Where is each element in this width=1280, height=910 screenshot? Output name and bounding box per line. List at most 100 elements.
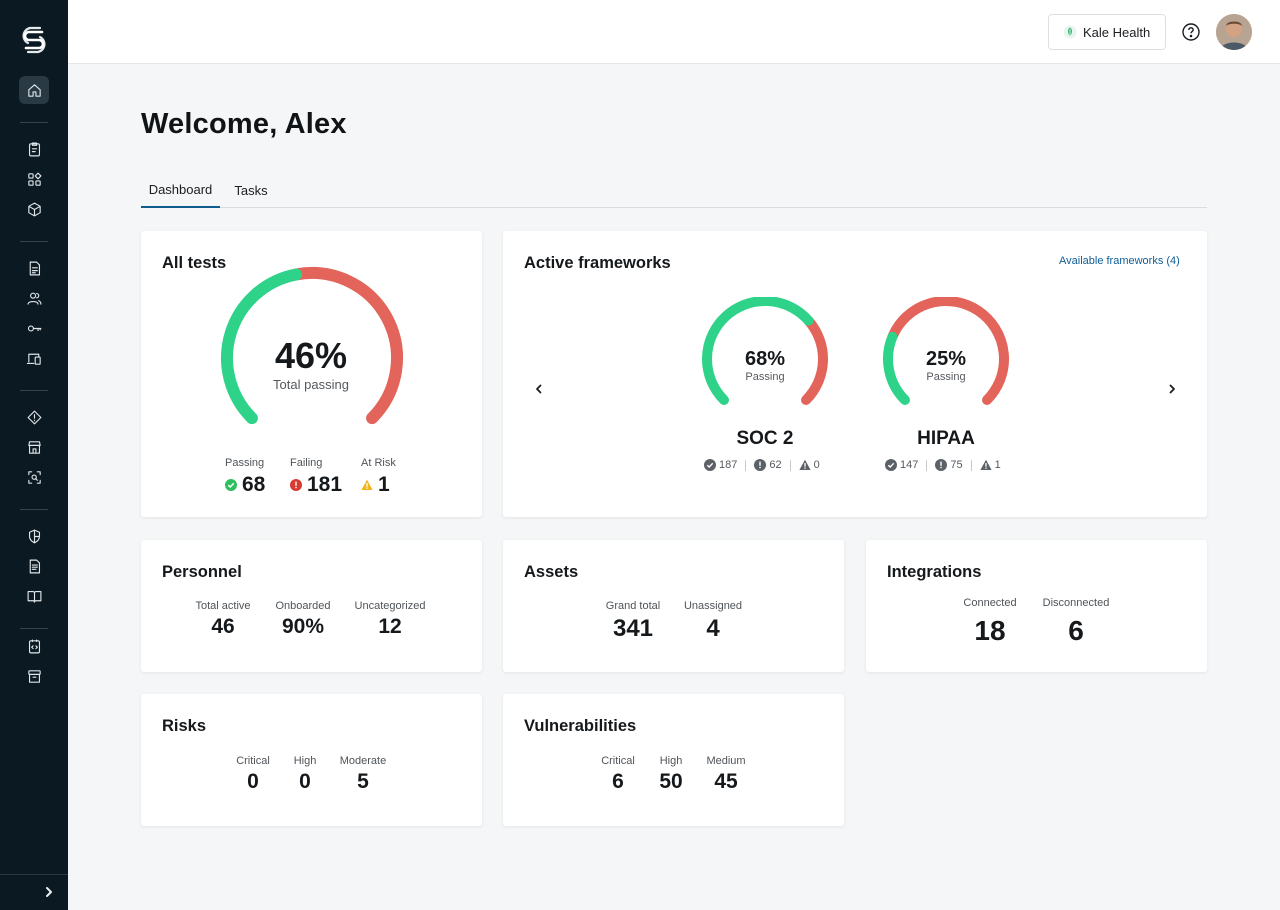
sidebar	[0, 0, 68, 910]
card-title: Risks	[162, 717, 207, 735]
card-title: Integrations	[887, 563, 982, 581]
nav-people[interactable]	[19, 284, 49, 312]
store-icon	[27, 440, 41, 454]
gauge-fail-arc	[887, 297, 1009, 406]
check-circle-icon	[885, 459, 897, 471]
gauge-fail-arc	[290, 267, 403, 425]
soc2-gauge	[702, 297, 828, 406]
risks-moderate-stat[interactable]: Moderate 5	[339, 755, 387, 793]
previous-button[interactable]	[531, 381, 547, 397]
devices-icon	[26, 353, 41, 365]
shield-icon	[28, 529, 40, 543]
all-tests-percent: 46%	[274, 335, 348, 376]
nav-policies[interactable]	[19, 552, 49, 580]
vuln-medium-stat[interactable]: Medium 45	[706, 755, 746, 793]
help-icon	[1182, 23, 1200, 41]
chevron-right-icon	[1169, 384, 1175, 394]
home-icon	[27, 83, 41, 97]
clipboard-icon	[28, 142, 40, 156]
onboarded-stat[interactable]: Onboarded 90%	[275, 600, 331, 638]
tab-dashboard[interactable]: Dashboard	[141, 172, 220, 208]
all-tests-subtitle: Total passing	[273, 377, 349, 392]
risks-high-stat[interactable]: High 0	[293, 755, 317, 793]
card-title: All tests	[162, 254, 227, 272]
vulnerabilities-card: Vulnerabilities Critical 6 High 50 Mediu…	[503, 694, 844, 826]
card-title: Personnel	[162, 563, 242, 581]
hipaa-percent: 25%	[925, 348, 967, 370]
error-circle-icon	[935, 459, 948, 471]
error-circle-icon	[290, 479, 302, 491]
at-risk-stat[interactable]: 1	[361, 473, 390, 497]
error-circle-icon	[754, 459, 767, 471]
user-avatar[interactable]	[1216, 14, 1252, 50]
gauge-fail-arc	[801, 315, 828, 406]
tab-bar: Dashboard Tasks	[141, 172, 1207, 208]
code-file-icon	[28, 639, 40, 653]
disconnected-stat[interactable]: Disconnected 6	[1042, 597, 1110, 646]
hipaa-name[interactable]: HIPAA	[917, 428, 975, 449]
uncategorized-stat[interactable]: Uncategorized 12	[354, 600, 426, 638]
personnel-card: Personnel Total active 46 Onboarded 90% …	[141, 540, 482, 672]
soc2-percent: 68%	[744, 348, 786, 370]
help-button[interactable]	[1181, 22, 1201, 42]
org-name: Kale Health	[1083, 24, 1151, 40]
expand-sidebar-button[interactable]	[40, 882, 58, 902]
nav-library[interactable]	[19, 582, 49, 610]
people-icon	[27, 292, 41, 305]
soc2-stats: 187 62 0	[704, 459, 820, 471]
nav-developer[interactable]	[19, 632, 49, 660]
warning-triangle-icon	[361, 479, 373, 490]
nav-home[interactable]	[19, 76, 49, 104]
document-icon	[29, 261, 40, 275]
soc2-name[interactable]: SOC 2	[736, 428, 794, 449]
available-frameworks-link[interactable]: Available frameworks (4)	[1059, 255, 1180, 267]
unassigned-stat[interactable]: Unassigned 4	[683, 600, 743, 642]
risks-card: Risks Critical 0 High 0 Moderate 5	[141, 694, 482, 826]
at-risk-label: At Risk	[361, 457, 396, 469]
nav-scan[interactable]	[19, 463, 49, 491]
all-tests-gauge	[221, 267, 403, 425]
warning-triangle-icon	[799, 459, 811, 470]
passing-label: Passing	[225, 457, 265, 469]
check-circle-icon	[704, 459, 716, 471]
page-title: Welcome, Alex	[141, 108, 347, 140]
vuln-high-stat[interactable]: High 50	[659, 755, 683, 793]
top-bar: Kale Health	[68, 0, 1280, 64]
nav-access[interactable]	[19, 314, 49, 342]
passing-stat[interactable]: 68	[225, 473, 265, 497]
vuln-critical-stat[interactable]: Critical 6	[601, 755, 635, 793]
risks-critical-stat[interactable]: Critical 0	[236, 755, 270, 793]
nav-risks[interactable]	[19, 403, 49, 431]
gauge-pass-arc	[883, 331, 910, 406]
nav-archive[interactable]	[19, 662, 49, 690]
nav-products[interactable]	[19, 195, 49, 223]
chevron-left-icon	[536, 384, 542, 394]
app-logo[interactable]	[20, 26, 48, 54]
all-tests-card: All tests 46% Total passing Passing 68 F…	[141, 231, 482, 517]
nav-devices[interactable]	[19, 344, 49, 372]
book-icon	[27, 590, 41, 603]
nav-documents[interactable]	[19, 254, 49, 282]
nav-tasks[interactable]	[19, 135, 49, 163]
org-switcher-button[interactable]: Kale Health	[1048, 14, 1166, 50]
policy-icon	[29, 559, 40, 573]
box-icon	[27, 202, 41, 216]
failing-label: Failing	[290, 457, 323, 469]
gauge-pass-arc	[221, 268, 303, 425]
hipaa-subtitle: Passing	[926, 371, 966, 383]
failing-stat[interactable]: 181	[290, 473, 342, 497]
tab-tasks[interactable]: Tasks	[234, 182, 268, 198]
key-icon	[27, 324, 41, 332]
hipaa-stats: 147 75 1	[885, 459, 1001, 471]
hipaa-gauge	[883, 297, 1009, 406]
nav-trust[interactable]	[19, 522, 49, 550]
total-active-stat[interactable]: Total active 46	[195, 600, 251, 638]
card-title: Active frameworks	[524, 254, 671, 272]
nav-vendors[interactable]	[19, 433, 49, 461]
nav-apps[interactable]	[19, 165, 49, 193]
grand-total-stat[interactable]: Grand total 341	[605, 600, 661, 642]
next-button[interactable]	[1164, 381, 1180, 397]
connected-stat[interactable]: Connected 18	[963, 597, 1017, 646]
archive-icon	[27, 669, 41, 683]
active-frameworks-card: Active frameworks Available frameworks (…	[503, 231, 1207, 517]
